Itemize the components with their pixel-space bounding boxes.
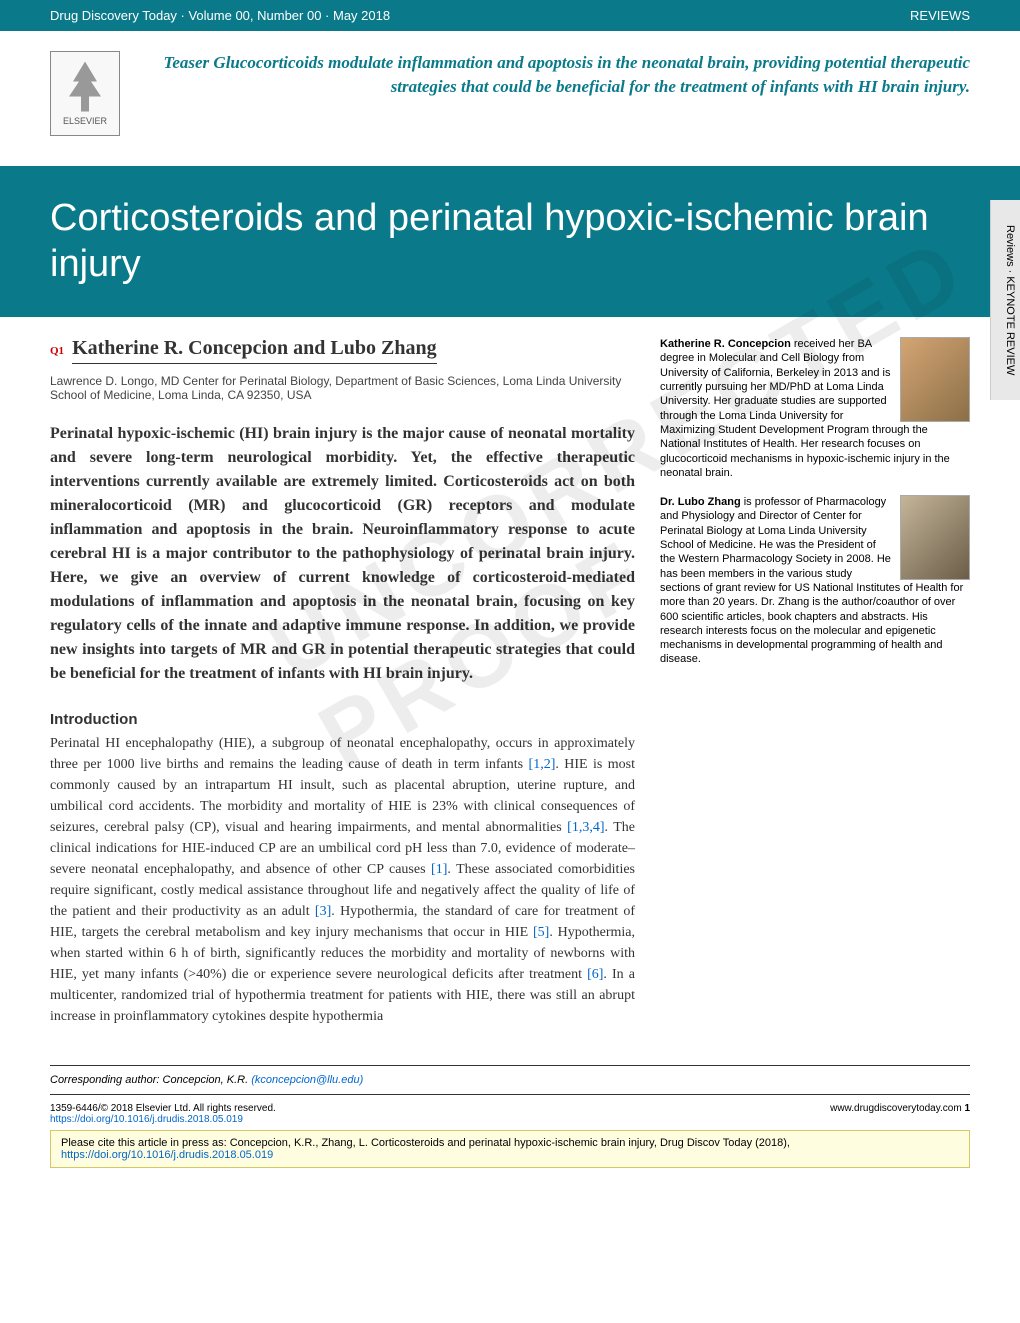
author-bio-2: Dr. Lubo Zhang is professor of Pharmacol…: [660, 495, 970, 667]
ref-link-5[interactable]: [5]: [533, 925, 549, 940]
main-column: Q1 Katherine R. Concepcion and Lubo Zhan…: [50, 337, 635, 1027]
abstract: Perinatal hypoxic-ischemic (HI) brain in…: [50, 422, 635, 686]
corresponding-email[interactable]: (kconcepcion@llu.edu): [251, 1074, 363, 1086]
footer: Corresponding author: Concepcion, K.R. (…: [0, 1047, 1020, 1168]
query-marker: Q1: [50, 345, 64, 357]
cite-text: Please cite this article in press as: Co…: [61, 1137, 790, 1149]
author-bio-1: Katherine R. Concepcion received her BA …: [660, 337, 970, 480]
author-photo-1: [900, 337, 970, 422]
site-url[interactable]: www.drugdiscoverytoday.com: [830, 1103, 962, 1114]
section-label: REVIEWS: [910, 8, 970, 23]
title-band: Corticosteroids and perinatal hypoxic-is…: [0, 166, 1020, 317]
elsevier-tree-icon: [65, 62, 105, 112]
corresponding-name: Concepcion, K.R.: [163, 1074, 252, 1086]
page-number: 1: [964, 1103, 970, 1114]
intro-heading: Introduction: [50, 711, 635, 728]
teaser-text: Teaser Glucocorticoids modulate inflamma…: [140, 51, 970, 99]
publisher-logo: ELSEVIER: [50, 51, 120, 136]
ref-link-2[interactable]: [1,3,4]: [567, 820, 604, 835]
teaser-section: ELSEVIER Teaser Glucocorticoids modulate…: [0, 31, 1020, 146]
corresponding-label: Corresponding author:: [50, 1074, 159, 1086]
cite-doi-link[interactable]: https://doi.org/10.1016/j.drudis.2018.05…: [61, 1149, 273, 1161]
issn-copyright: 1359-6446/© 2018 Elsevier Ltd. All right…: [50, 1103, 276, 1114]
article-title: Corticosteroids and perinatal hypoxic-is…: [50, 196, 970, 287]
citation-box: Please cite this article in press as: Co…: [50, 1130, 970, 1168]
ref-link-6[interactable]: [6]: [587, 967, 603, 982]
journal-info: Drug Discovery Today · Volume 00, Number…: [50, 8, 390, 23]
sidebar-column: Katherine R. Concepcion received her BA …: [660, 337, 970, 1027]
intro-body: Perinatal HI encephalopathy (HIE), a sub…: [50, 733, 635, 1027]
side-tab: Reviews · KEYNOTE REVIEW: [990, 200, 1020, 400]
bio-name-2: Dr. Lubo Zhang: [660, 496, 741, 508]
doi-link[interactable]: https://doi.org/10.1016/j.drudis.2018.05…: [50, 1114, 276, 1125]
publisher-name: ELSEVIER: [63, 116, 107, 126]
header-bar: Drug Discovery Today · Volume 00, Number…: [0, 0, 1020, 31]
authors: Katherine R. Concepcion and Lubo Zhang: [72, 337, 437, 364]
content-area: Q1 Katherine R. Concepcion and Lubo Zhan…: [0, 317, 1020, 1047]
ref-link-1[interactable]: [1,2]: [529, 757, 556, 772]
author-photo-2: [900, 495, 970, 580]
affiliation: Lawrence D. Longo, MD Center for Perinat…: [50, 374, 635, 402]
corresponding-author: Corresponding author: Concepcion, K.R. (…: [50, 1074, 970, 1086]
ref-link-3[interactable]: [1]: [431, 862, 447, 877]
bio-name-1: Katherine R. Concepcion: [660, 338, 791, 350]
ref-link-4[interactable]: [3]: [315, 904, 331, 919]
